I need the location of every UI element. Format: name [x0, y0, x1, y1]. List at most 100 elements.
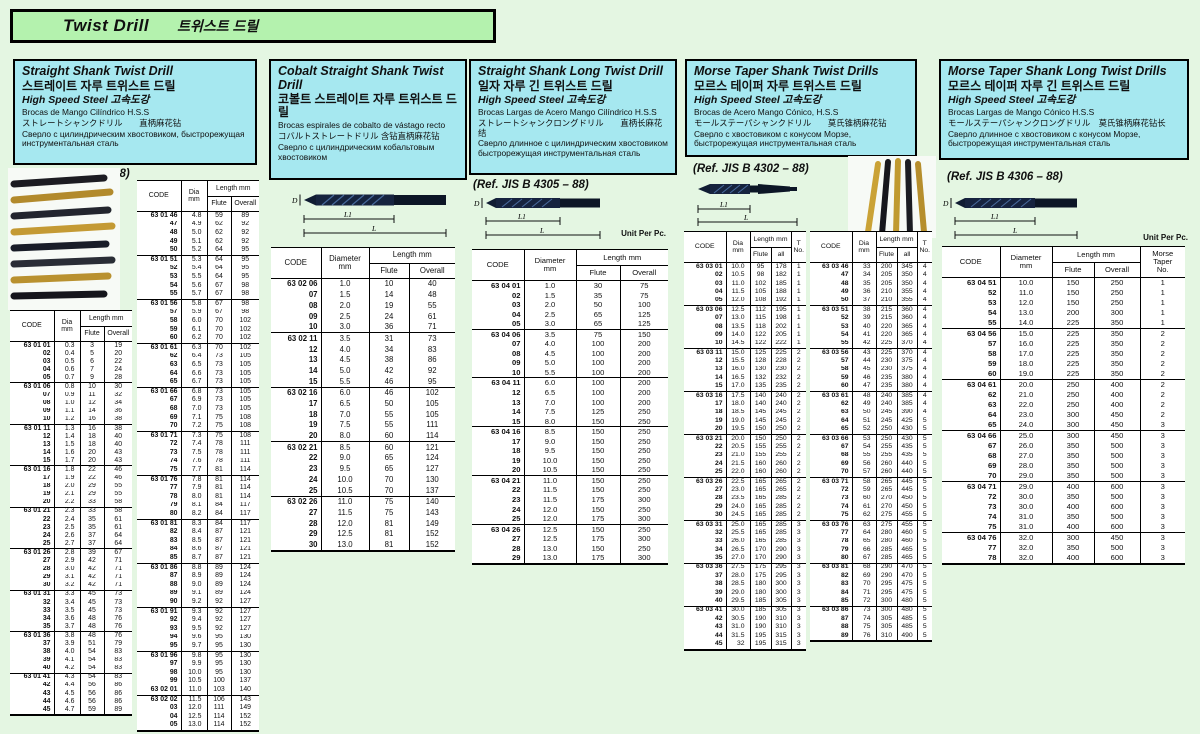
- table-row: 63 50 245 390 4: [810, 408, 932, 418]
- section-header-morse-taper-long: Morse Taper Shank Long Twist Drills 모르스 …: [939, 59, 1189, 160]
- table-row: 93 9.5 92 127: [137, 624, 259, 634]
- table-row: 24 10.0 70 130: [271, 474, 455, 486]
- table-row: 10 5.5 100 200: [472, 367, 668, 378]
- section-title: Morse Taper Shank Twist Drills: [694, 64, 879, 78]
- table-row: 64 23.0 300 450 2: [942, 410, 1185, 420]
- table-row: 40 4.2 54 83: [10, 664, 132, 674]
- table-row: 44 31.5 195 315 3: [684, 631, 806, 641]
- table-row: 60 6.2 70 102: [137, 334, 259, 344]
- table-row: 24 21.5 160 260 2: [684, 459, 806, 469]
- section-hss: High Speed Steel 고속도강: [694, 93, 822, 106]
- table-row: 59 18.0 225 350 2: [942, 359, 1185, 369]
- dimension-label-L1: L1: [990, 212, 999, 221]
- table-row: 72 59 265 445 5: [810, 486, 932, 495]
- table-row: 63 03 81 68 290 470 5: [810, 562, 932, 573]
- table-row: 34 3.6 48 76: [10, 615, 132, 624]
- dimension-label-L: L: [371, 224, 376, 233]
- table-row: 63 01 91 9.3 92 127: [137, 606, 259, 617]
- table-row: 55 14.0 225 350 1: [942, 318, 1185, 329]
- table-row: 63 03 31 25.0 165 285 3: [684, 519, 806, 530]
- table-row: 63 03 16 17.5 140 240 2: [684, 390, 806, 401]
- table-row: 12 1.4 18 40: [10, 433, 132, 442]
- table-row: 63 03 46 33 200 345 4: [810, 262, 932, 272]
- table-row: 50 5.2 64 95: [137, 246, 259, 256]
- table-row: 78 32.0 400 600 3: [942, 553, 1185, 564]
- table-row: 32 25.5 165 285 3: [684, 529, 806, 538]
- table-row: 63 01 81 8.3 84 117: [137, 518, 259, 529]
- table-row: 07 0.9 11 32: [10, 391, 132, 400]
- table-row: 22 9.0 65 124: [271, 453, 455, 464]
- table-row: 63 04 21 11.0 150 250: [472, 474, 668, 486]
- table-row: 63 01 76 7.8 81 114: [137, 474, 259, 485]
- col-header-code: CODE: [10, 310, 54, 342]
- jis-ref-morse-taper-long: (Ref. JIS B 4306 – 88): [947, 171, 1063, 183]
- table-row: 38 28.5 180 300 3: [684, 580, 806, 589]
- table-row: 28 23.5 165 285 2: [684, 494, 806, 503]
- table-row: 09 2.5 24 61: [271, 311, 455, 322]
- table-row: 67 6.9 73 105: [137, 396, 259, 406]
- col-header-length: Length mm: [79, 310, 132, 327]
- table-row: 04 12.5 114 152: [137, 712, 259, 722]
- table-row: 08 4.5 100 200: [472, 348, 668, 359]
- table-row: 84 71 295 475 5: [810, 588, 932, 598]
- drill-photo-straight-shank: [8, 168, 120, 310]
- table-row: 15 17.0 135 235 2: [684, 382, 806, 392]
- dimension-label-D: D: [943, 199, 949, 208]
- section-desc-ru: Сверло с цилиндрическим кобальтовым хвос…: [278, 142, 435, 162]
- table-row: 15 5.5 46 95: [271, 376, 455, 388]
- col-header-overall: Overall: [408, 263, 455, 279]
- table-row: 63 04 51 10.0 150 250 1: [942, 277, 1185, 288]
- table-row: 55 42 225 370 4: [810, 339, 932, 349]
- table-row: 05 0.7 9 28: [10, 374, 132, 383]
- table-row: 44 4.6 56 86: [10, 698, 132, 707]
- table-row: 43 4.5 56 86: [10, 689, 132, 699]
- table-row: 27 11.5 75 143: [271, 507, 455, 519]
- table-row: 03 2.0 50 100: [472, 300, 668, 310]
- table-row: 18 2.0 29 55: [10, 482, 132, 491]
- table-row: 59 6.1 70 102: [137, 325, 259, 335]
- table-row: 63 01 96 9.8 95 130: [137, 650, 259, 661]
- table-row: 65 52 250 430 5: [810, 425, 932, 435]
- page-title-ko: 트위스트 드릴: [177, 18, 259, 34]
- table-row: 95 9.7 95 130: [137, 642, 259, 652]
- section-desc-ru: Сверло с хвостовиком с конусом Морзе, бы…: [694, 129, 857, 149]
- section-desc-es: Brocas Largas de Mango Cónico H.S.S: [948, 107, 1095, 118]
- table-row: 89 9.1 89 124: [137, 589, 259, 599]
- table-row: 69 56 260 440 5: [810, 459, 932, 469]
- table-row: 78 8.0 81 114: [137, 493, 259, 502]
- table-row: 12 6.5 100 200: [472, 388, 668, 398]
- table-straight-shank-long: CODE Diameter mm Length mm Flute Overall 63 0…: [472, 249, 668, 565]
- table-row: 19 10.0 150 250: [472, 455, 668, 466]
- table-row: 03 0.5 6 22: [10, 358, 132, 367]
- table-row: 63 04 76 32.0 300 450 3: [942, 532, 1185, 543]
- table-row: 89 76 310 490 5: [810, 631, 932, 642]
- col-header-length: Length mm: [206, 180, 259, 197]
- col-header-length: Length mm: [875, 231, 917, 248]
- table-row: 63 02 06 1.0 10 40: [271, 278, 455, 290]
- table-row: 17 1.9 22 46: [10, 474, 132, 483]
- table-straight-shank-right: CODE Dia mm Length mm Flute Overall 63 01 46 4…: [137, 180, 259, 733]
- dimension-label-D: D: [292, 196, 298, 205]
- table-row: 04 0.6 7 24: [10, 366, 132, 375]
- table-row: 30 13.0 81 152: [271, 539, 455, 552]
- table-row: 75 31.0 400 600 3: [942, 522, 1185, 533]
- col-header-overall: Overall: [1093, 262, 1140, 278]
- table-row: 09 1.1 14 36: [10, 407, 132, 416]
- table-row: 17 18.0 140 240 2: [684, 400, 806, 409]
- col-header-overall: Overall: [619, 265, 668, 281]
- table-row: 83 8.5 87 121: [137, 536, 259, 546]
- table-row: 55 5.7 67 98: [137, 290, 259, 300]
- section-header-straight-long: Straight Shank Long Twist Drill 일자 자루 긴 …: [469, 59, 677, 175]
- unit-per-pc-label: Unit Per Pc.: [1143, 233, 1188, 242]
- table-row: 04 2.5 65 125: [472, 309, 668, 320]
- table-row: 63 02 26 11.0 75 140: [271, 495, 455, 508]
- table-row: 58 45 230 375 4: [810, 365, 932, 375]
- table-row: 63 01 61 6.3 70 102: [137, 342, 259, 353]
- dimension-label-L1: L1: [343, 210, 352, 219]
- table-row: 43 31.0 190 310 3: [684, 623, 806, 632]
- table-row: 63 03 71 58 265 445 5: [810, 476, 932, 487]
- table-row: 84 8.6 87 121: [137, 545, 259, 555]
- col-header-dia: Diameter mm: [999, 246, 1052, 278]
- table-row: 34 26.5 170 290 3: [684, 545, 806, 555]
- section-title-ko: 스트레이트 자루 트위스트 드릴: [22, 78, 176, 93]
